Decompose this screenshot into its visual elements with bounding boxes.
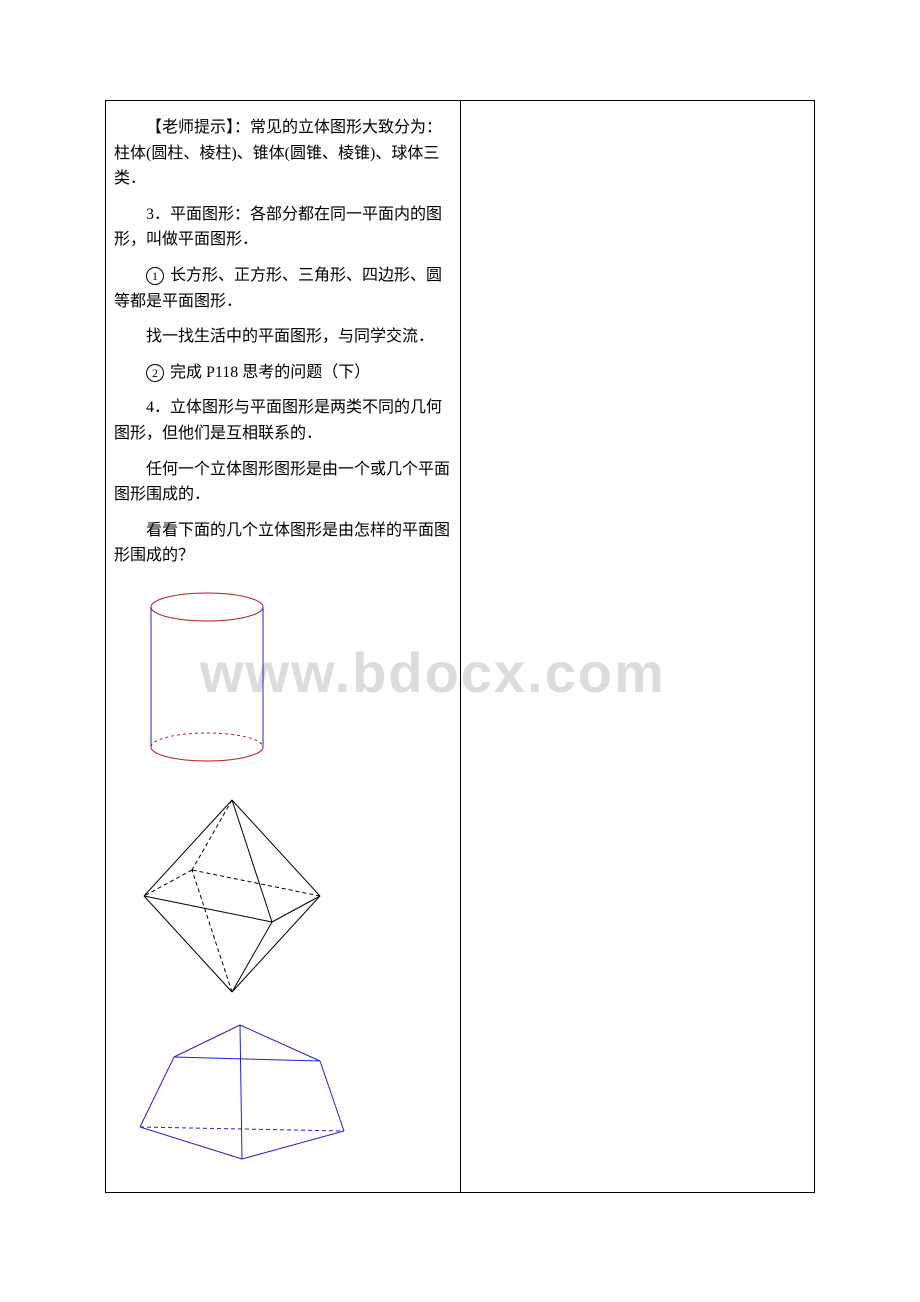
section-4-title: 4．立体图形与平面图形是两类不同的几何图形，但他们是互相联系的． [114, 395, 452, 446]
octahedron-svg [132, 796, 332, 996]
cylinder-figure [132, 585, 452, 780]
section-3-item-1: 1 长方形、正方形、三角形、四边形、圆等都是平面图形． [114, 263, 452, 314]
section-3-item-2: 2 完成 P118 思考的问题（下） [114, 360, 452, 386]
octahedron-figure [132, 796, 452, 1001]
circled-number-1: 1 [146, 267, 164, 285]
prism-svg [132, 1017, 352, 1167]
content-table: 【老师提示】：常见的立体图形大致分为：柱体(圆柱、棱柱)、锥体(圆锥、棱锥)、球… [105, 100, 815, 1193]
section-4-any: 任何一个立体图形图形是由一个或几个平面图形围成的． [114, 457, 452, 508]
section-4-look: 看看下面的几个立体图形是由怎样的平面图形围成的？ [114, 518, 452, 569]
section-3-title: 3．平面图形：各部分都在同一平面内的图形，叫做平面图形． [114, 202, 452, 253]
circled-number-2: 2 [146, 364, 164, 382]
prism-figure [132, 1017, 452, 1172]
figures-container [114, 585, 452, 1172]
right-column [460, 101, 815, 1193]
cylinder-svg [132, 585, 282, 775]
section-3-item-2-text: 完成 P118 思考的问题（下） [166, 364, 370, 381]
teacher-tip: 【老师提示】：常见的立体图形大致分为：柱体(圆柱、棱柱)、锥体(圆锥、棱锥)、球… [114, 115, 452, 192]
section-3-find: 找一找生活中的平面图形，与同学交流． [114, 324, 452, 350]
left-column: 【老师提示】：常见的立体图形大致分为：柱体(圆柱、棱柱)、锥体(圆锥、棱锥)、球… [106, 101, 461, 1193]
